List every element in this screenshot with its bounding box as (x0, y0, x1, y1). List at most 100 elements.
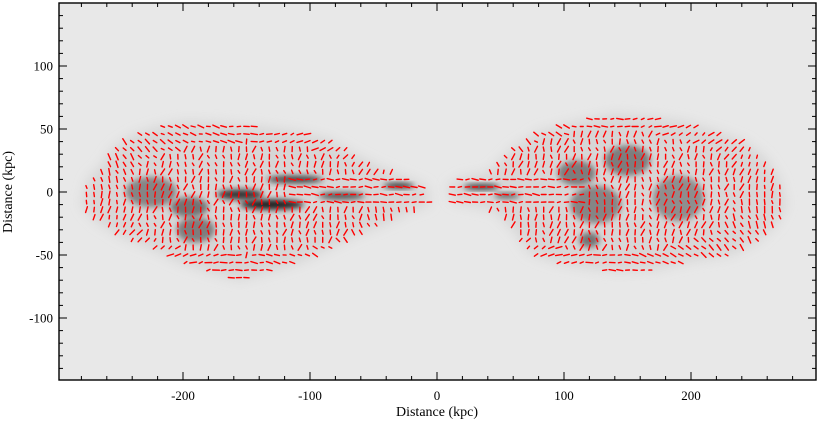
polarization-vector (229, 184, 233, 190)
polarization-vector (525, 237, 531, 243)
polarization-vector (327, 146, 334, 152)
polarization-vector (260, 206, 264, 214)
polarization-vector (634, 160, 637, 168)
polarization-vector (601, 125, 609, 128)
polarization-vector (725, 215, 728, 220)
polarization-vector (357, 200, 365, 204)
polarization-vector (152, 131, 158, 137)
polarization-vector (640, 228, 646, 236)
polarization-vector (199, 175, 203, 183)
polarization-vector (92, 183, 96, 191)
polarization-vector (724, 139, 729, 144)
lobe-bright-knot (240, 199, 304, 210)
polarization-vector (564, 185, 569, 189)
polarization-vector (198, 168, 204, 176)
polarization-vector (388, 178, 394, 181)
polarization-vector (235, 140, 243, 144)
polarization-vector (250, 132, 259, 136)
polarization-vector (617, 261, 623, 264)
polarization-vector (663, 168, 668, 176)
polarization-vector (710, 191, 713, 198)
polarization-vector (648, 169, 652, 174)
polarization-vector (526, 245, 531, 250)
polarization-vector (579, 243, 585, 252)
polarization-vector (527, 221, 530, 228)
polarization-vector (649, 176, 652, 183)
polarization-vector (693, 253, 699, 257)
polarization-vector (541, 132, 547, 136)
polarization-vector (260, 168, 263, 175)
polarization-vector (763, 198, 766, 206)
polarization-vector (222, 228, 225, 236)
polarization-vector (724, 168, 729, 176)
polarization-vector (732, 168, 736, 176)
polarization-vector (290, 221, 294, 229)
polarization-vector (343, 193, 348, 196)
polarization-vector (732, 200, 736, 205)
polarization-vector (174, 124, 182, 129)
polarization-vector (595, 237, 599, 243)
polarization-vector (533, 168, 539, 176)
polarization-vector (572, 222, 576, 228)
polarization-vector (411, 201, 417, 204)
polarization-vector (207, 237, 210, 243)
polarization-vector (319, 185, 327, 189)
polarization-vector (603, 192, 606, 197)
polarization-vector (519, 214, 522, 221)
polarization-vector (533, 245, 539, 250)
polarization-vector (763, 220, 767, 229)
polarization-vector (297, 253, 303, 257)
x-tick-label: 100 (554, 388, 574, 403)
polarization-vector (656, 184, 660, 190)
polarization-vector (465, 178, 470, 181)
polarization-vector (275, 200, 279, 205)
polarization-vector (603, 146, 606, 152)
polarization-vector (161, 190, 165, 199)
polarization-vector (114, 152, 119, 161)
radio-lobes (81, 113, 787, 281)
polarization-vector (625, 228, 630, 236)
polarization-vector (153, 162, 157, 167)
polarization-vector (670, 261, 676, 264)
polarization-vector (367, 214, 370, 221)
polarization-vector (115, 206, 119, 213)
polarization-vector (670, 132, 676, 136)
polarization-vector (230, 191, 233, 198)
polarization-vector (144, 132, 150, 136)
polarization-vector (298, 221, 301, 229)
polarization-vector (594, 221, 600, 229)
polarization-vector (303, 200, 311, 204)
polarization-vector (662, 260, 669, 265)
polarization-vector (275, 183, 279, 191)
polarization-vector (227, 132, 235, 136)
polarization-vector (672, 168, 675, 176)
polarization-vector (625, 213, 630, 221)
polarization-vector (588, 177, 591, 182)
polarization-vector (564, 168, 570, 176)
polarization-vector (586, 125, 593, 128)
polarization-vector (747, 235, 752, 244)
polarization-vector (626, 206, 629, 213)
polarization-vector (678, 236, 683, 244)
polarization-vector (755, 237, 759, 242)
polarization-vector (405, 206, 408, 213)
polarization-vector (320, 246, 325, 249)
polarization-vector (579, 178, 584, 181)
polarization-vector (595, 230, 599, 235)
polarization-vector (542, 138, 546, 146)
polarization-vector (542, 169, 546, 174)
polarization-vector (244, 200, 249, 204)
polarization-vector (524, 178, 532, 181)
polarization-vector (542, 146, 545, 152)
polarization-vector (198, 213, 203, 221)
polarization-vector (748, 154, 751, 160)
polarization-vector (382, 169, 385, 175)
polarization-vector (184, 153, 187, 160)
polarization-vector (678, 221, 684, 229)
polarization-vector (189, 131, 197, 137)
polarization-vector (130, 168, 135, 175)
polarization-vector (747, 168, 752, 176)
y-tick-label: -50 (36, 248, 53, 263)
polarization-vector (504, 206, 507, 213)
polarization-vector (694, 199, 698, 205)
